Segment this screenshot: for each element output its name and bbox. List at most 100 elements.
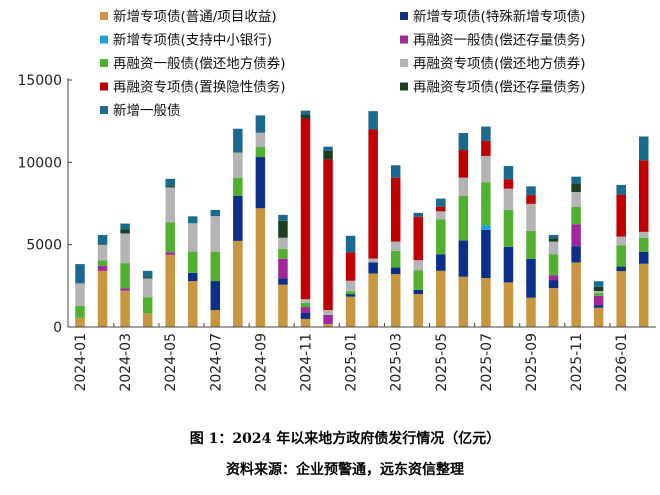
legend-item: 再融资一般债(偿还存量债务) (400, 33, 586, 49)
bar-segment (97, 260, 108, 266)
bar-segment (548, 275, 559, 281)
bar-segment (345, 252, 356, 281)
legend-label: 再融资专项债(置换隐性债务) (113, 80, 286, 96)
bar-segment (526, 230, 536, 259)
bar-segment (278, 258, 288, 279)
bar-segment (571, 262, 581, 327)
legend-label: 新增专项债(普通/项目收益) (113, 9, 277, 25)
bar-segment (188, 272, 198, 282)
bar-segment (255, 208, 266, 327)
bar-segment (548, 238, 559, 242)
bar-segment (165, 178, 175, 187)
bar-segment (97, 244, 108, 245)
bar-segment (548, 280, 559, 289)
bar-segment (233, 177, 243, 196)
bar-segment (481, 182, 491, 226)
bar-segment (368, 262, 378, 274)
legend-swatch (100, 35, 108, 44)
bar-segment (345, 280, 356, 292)
bar-segment (97, 265, 108, 271)
bar-segment (639, 263, 649, 327)
bar-segment (616, 236, 626, 246)
legend: 新增专项债(普通/项目收益) 新增专项债(特殊新增专项债) 新增专项债(支持中小银行… (100, 9, 586, 119)
bar-segment (323, 159, 333, 311)
bar-segment (481, 155, 491, 183)
bar-segment (97, 234, 108, 245)
bar-segment (458, 240, 469, 277)
bar-segment (323, 146, 333, 151)
bar-segment (548, 234, 559, 239)
x-tick-label: 2025-05 (434, 333, 450, 392)
bar-segment (278, 284, 288, 327)
bar-segment (503, 179, 514, 189)
x-tick-label: 2024-01 (73, 333, 89, 392)
bar-segment (413, 289, 423, 295)
bar-segment (436, 211, 446, 220)
bar-segment (571, 183, 581, 192)
bar-segment (458, 133, 469, 150)
legend-label: 再融资一般债(偿还存量债务) (413, 33, 586, 49)
bar-segment (616, 184, 626, 195)
bar-segment (548, 288, 559, 327)
bar-segment (436, 198, 446, 207)
bar-segment (75, 264, 85, 284)
bar-segment (300, 299, 311, 303)
bar-segment (120, 233, 130, 264)
x-tick-label: 2025-11 (569, 333, 585, 392)
bar-segment (503, 209, 514, 247)
x-tick-label: 2024-09 (253, 333, 269, 392)
bar-segment (436, 219, 446, 255)
bar-segment (323, 314, 333, 325)
bar-segment (526, 195, 536, 204)
bar-segment (503, 246, 514, 283)
bar-segment (571, 191, 581, 207)
bar-segment (413, 212, 423, 217)
bar-segment (458, 177, 469, 196)
bar-segment (300, 313, 311, 319)
bar-segment (616, 194, 626, 237)
y-tick-label: 5000 (26, 238, 62, 254)
y-tick-label: 0 (53, 320, 62, 336)
bar-segment (571, 246, 581, 263)
bar-segment (120, 229, 130, 234)
bar-segment (120, 290, 130, 327)
bars (75, 110, 649, 327)
bar-segment (97, 270, 108, 327)
bar-segment (323, 324, 333, 327)
bar-segment (571, 224, 581, 247)
x-tick-label: 2024-05 (163, 333, 179, 392)
bar-segment (616, 245, 626, 267)
bar-segment (188, 223, 198, 252)
x-tick-label: 2025-09 (524, 333, 540, 392)
legend-item: 再融资专项债(偿还地方债券) (400, 56, 586, 72)
legend-swatch (100, 12, 108, 20)
legend-label: 再融资一般债(偿还地方债券) (113, 56, 286, 72)
legend-item: 再融资专项债(偿还存量债务) (400, 80, 586, 96)
bar-segment (323, 150, 333, 160)
legend-swatch (100, 106, 108, 114)
bar-segment (142, 270, 153, 278)
bar-segment (300, 307, 311, 314)
bar-segment (368, 129, 378, 259)
bar-segment (481, 278, 491, 327)
legend-label: 再融资专项债(偿还地方债券) (413, 56, 586, 72)
legend-label: 新增一般债 (113, 103, 181, 119)
legend-label: 再融资专项债(偿还存量债务) (413, 80, 586, 96)
bar-segment (616, 271, 626, 327)
bar-segment (390, 274, 401, 327)
bar-segment (345, 296, 356, 327)
bar-segment (526, 203, 536, 231)
bar-segment (458, 276, 469, 327)
bar-segment (142, 278, 153, 298)
bar-segment (210, 310, 221, 327)
bar-segment (526, 258, 536, 298)
bar-segment (639, 251, 649, 264)
bar-segment (526, 186, 536, 196)
x-tick-label: 2025-01 (344, 333, 360, 392)
bar-segment (413, 270, 423, 290)
figure-caption: 图 1：2024 年以来地方政府债发行情况（亿元） (190, 430, 500, 447)
legend-item: 新增专项债(普通/项目收益) (100, 9, 277, 25)
bar-segment (345, 294, 356, 297)
legend-swatch (400, 59, 408, 67)
bar-segment (255, 147, 266, 158)
